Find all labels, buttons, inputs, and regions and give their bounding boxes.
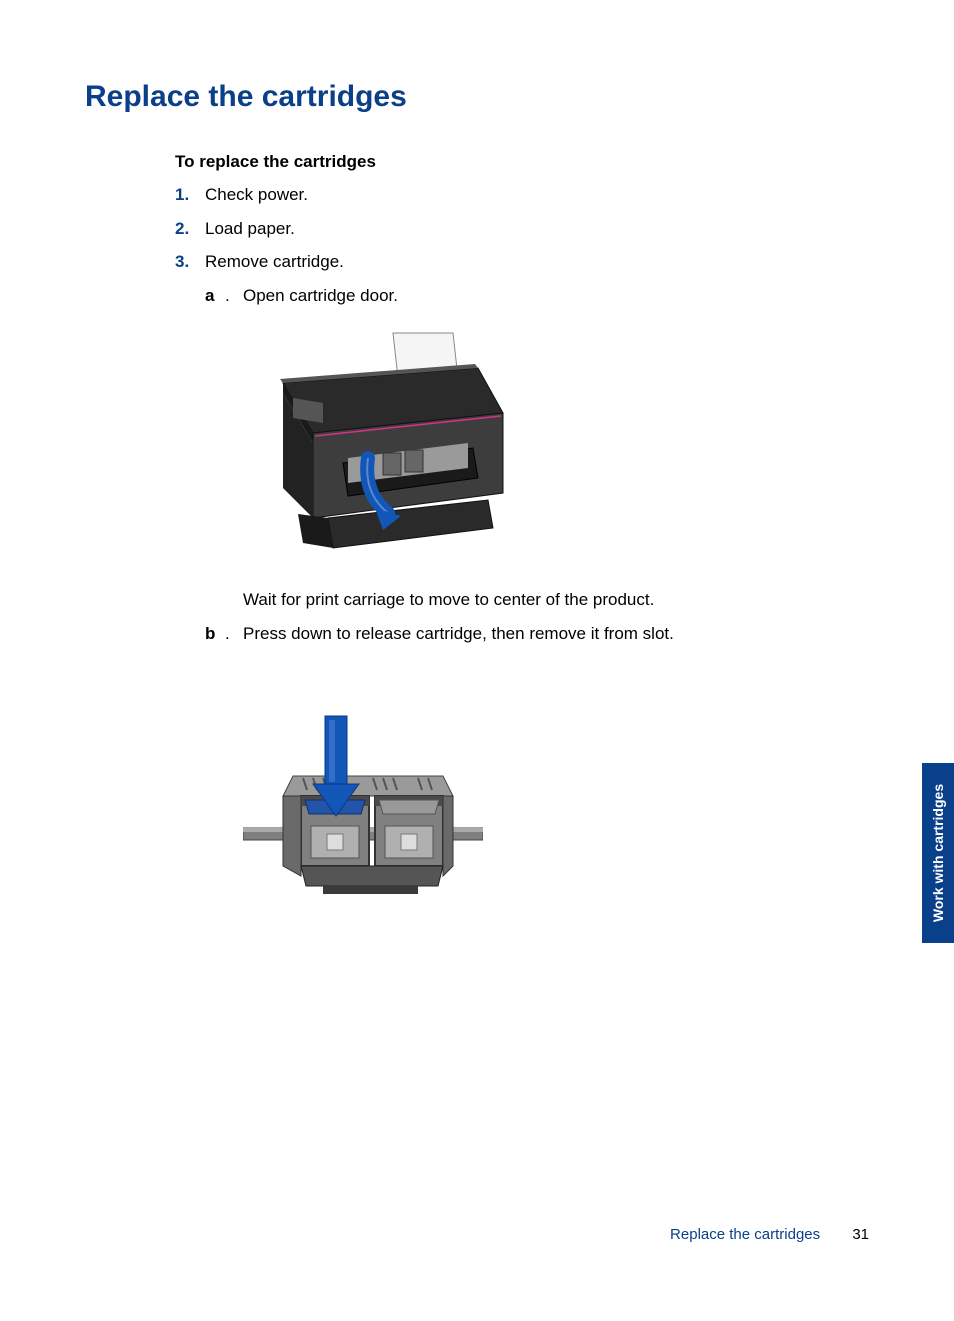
step-number: 2. [175, 216, 205, 242]
page-content: Replace the cartridges To replace the ca… [0, 0, 954, 931]
page-footer: Replace the cartridges 31 [670, 1226, 869, 1243]
section-tab: Work with cartridges [922, 763, 954, 943]
substeps-list: a . Open cartridge door. [205, 283, 869, 309]
substep-label: a [205, 283, 225, 309]
substep-dot: . [225, 283, 243, 309]
step-row: 1. Check power. [175, 182, 869, 208]
substep-text: Press down to release cartridge, then re… [243, 621, 674, 647]
substep-row: b . Press down to release cartridge, the… [205, 621, 869, 647]
step-text: Remove cartridge. [205, 249, 344, 275]
printer-illustration [243, 328, 523, 558]
page-heading: Replace the cartridges [85, 80, 869, 114]
step-text: Load paper. [205, 216, 295, 242]
figure-printer-open-door [243, 328, 869, 563]
step-text: Check power. [205, 182, 308, 208]
substep-label: b [205, 621, 225, 647]
substeps-list: b . Press down to release cartridge, the… [205, 621, 869, 647]
substep-row: a . Open cartridge door. [205, 283, 869, 309]
steps-list: 1. Check power. 2. Load paper. 3. Remove… [175, 182, 869, 275]
step-number: 1. [175, 182, 205, 208]
step-number: 3. [175, 249, 205, 275]
wait-text: Wait for print carriage to move to cente… [243, 587, 869, 613]
cartridge-illustration [243, 706, 483, 926]
substep-text: Open cartridge door. [243, 283, 398, 309]
step-row: 3. Remove cartridge. [175, 249, 869, 275]
substep-dot: . [225, 621, 243, 647]
step-row: 2. Load paper. [175, 216, 869, 242]
subheading: To replace the cartridges [175, 152, 869, 172]
figure-cartridge-press [243, 706, 869, 931]
section-tab-label: Work with cartridges [930, 784, 946, 922]
footer-title: Replace the cartridges [670, 1226, 820, 1243]
footer-page-number: 31 [852, 1226, 869, 1243]
